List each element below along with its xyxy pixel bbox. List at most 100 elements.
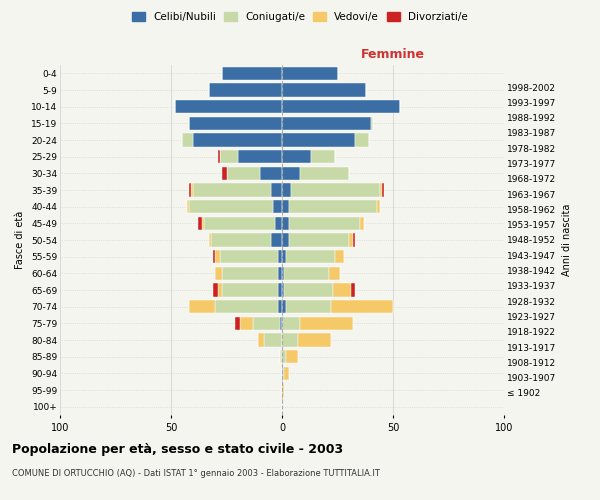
Bar [193, 184, 271, 196]
Bar [282, 166, 300, 180]
Bar [282, 216, 289, 230]
Bar [280, 350, 282, 364]
Bar [238, 150, 282, 164]
Bar [282, 384, 284, 396]
Bar [282, 366, 284, 380]
Bar [333, 284, 351, 296]
Bar [260, 166, 282, 180]
Bar [222, 166, 227, 180]
Bar [282, 84, 367, 96]
Bar [300, 316, 353, 330]
Bar [189, 116, 282, 130]
Text: Femmine: Femmine [361, 48, 425, 62]
Bar [380, 184, 382, 196]
Bar [220, 250, 278, 264]
Bar [355, 134, 368, 146]
Bar [253, 316, 280, 330]
Bar [278, 266, 282, 280]
Bar [286, 350, 298, 364]
Y-axis label: Anni di nascita: Anni di nascita [562, 204, 572, 276]
Bar [291, 184, 380, 196]
Bar [282, 266, 284, 280]
Bar [189, 300, 215, 314]
Bar [280, 316, 282, 330]
Bar [289, 216, 360, 230]
Bar [189, 200, 273, 213]
Bar [282, 184, 291, 196]
Bar [275, 216, 282, 230]
Bar [282, 250, 286, 264]
Bar [222, 66, 282, 80]
Bar [282, 66, 337, 80]
Bar [209, 234, 211, 246]
Bar [282, 116, 371, 130]
Bar [197, 216, 202, 230]
Bar [187, 200, 189, 213]
Bar [282, 134, 355, 146]
Bar [278, 300, 282, 314]
Bar [235, 316, 240, 330]
Bar [284, 266, 329, 280]
Bar [300, 166, 349, 180]
Bar [282, 350, 286, 364]
Bar [182, 134, 193, 146]
Bar [273, 200, 282, 213]
Bar [213, 250, 215, 264]
Bar [204, 216, 275, 230]
Bar [191, 184, 193, 196]
Bar [271, 184, 282, 196]
Bar [284, 284, 333, 296]
Bar [227, 166, 260, 180]
Bar [371, 116, 373, 130]
Bar [286, 250, 335, 264]
Bar [257, 334, 264, 346]
Bar [189, 184, 191, 196]
Bar [382, 184, 384, 196]
Bar [282, 200, 289, 213]
Legend: Celibi/Nubili, Coniugati/e, Vedovi/e, Divorziati/e: Celibi/Nubili, Coniugati/e, Vedovi/e, Di… [128, 8, 472, 26]
Bar [211, 234, 271, 246]
Bar [215, 250, 220, 264]
Bar [351, 284, 355, 296]
Bar [213, 284, 218, 296]
Bar [286, 300, 331, 314]
Text: COMUNE DI ORTUCCHIO (AQ) - Dati ISTAT 1° gennaio 2003 - Elaborazione TUTTITALIA.: COMUNE DI ORTUCCHIO (AQ) - Dati ISTAT 1°… [12, 469, 380, 478]
Bar [218, 284, 222, 296]
Bar [377, 200, 380, 213]
Bar [209, 84, 282, 96]
Bar [282, 300, 286, 314]
Bar [335, 250, 344, 264]
Bar [215, 266, 222, 280]
Bar [218, 150, 220, 164]
Bar [193, 134, 282, 146]
Bar [278, 284, 282, 296]
Bar [298, 334, 331, 346]
Bar [175, 100, 282, 114]
Bar [349, 234, 353, 246]
Bar [282, 100, 400, 114]
Bar [264, 334, 282, 346]
Bar [360, 216, 364, 230]
Bar [311, 150, 335, 164]
Bar [222, 284, 278, 296]
Bar [284, 366, 289, 380]
Bar [282, 284, 284, 296]
Bar [202, 216, 204, 230]
Bar [282, 150, 311, 164]
Bar [271, 234, 282, 246]
Bar [222, 266, 278, 280]
Bar [289, 234, 349, 246]
Bar [282, 316, 300, 330]
Y-axis label: Fasce di età: Fasce di età [16, 211, 25, 269]
Bar [289, 200, 377, 213]
Bar [278, 250, 282, 264]
Bar [215, 300, 278, 314]
Bar [240, 316, 253, 330]
Bar [282, 234, 289, 246]
Bar [353, 234, 355, 246]
Bar [331, 300, 393, 314]
Bar [282, 334, 298, 346]
Text: Popolazione per età, sesso e stato civile - 2003: Popolazione per età, sesso e stato civil… [12, 442, 343, 456]
Bar [329, 266, 340, 280]
Bar [220, 150, 238, 164]
